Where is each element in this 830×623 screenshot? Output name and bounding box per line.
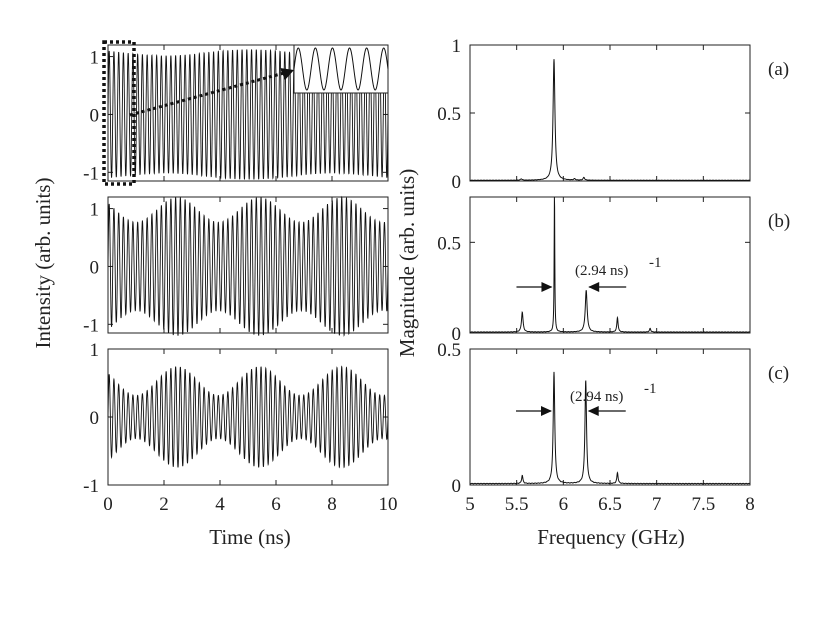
spec-c-ytick-label: 0.5: [437, 340, 461, 361]
time-c-xtick-label: 10: [379, 494, 398, 515]
time-c-ytick-label: -1: [83, 476, 99, 497]
spec-a-ytick-label: 0.5: [437, 104, 461, 125]
frequency-x-axis-label: Frequency (GHz): [537, 525, 685, 549]
spec-a-ytick-label: 0: [452, 172, 462, 193]
spec-c-xtick-label: 6: [559, 494, 569, 515]
time-a-ytick-label: -1: [83, 163, 99, 184]
zoom-arrow-head: [280, 68, 294, 80]
time-a-ytick-label: 0: [90, 105, 100, 126]
spec-a-panel-label: (a): [768, 59, 789, 80]
spec-c-xtick-label: 8: [745, 494, 755, 515]
zoom-window-box: [102, 40, 136, 186]
spec-b-arrow-left-head: [541, 282, 553, 292]
time-b-ytick-label: 1: [90, 200, 100, 221]
time-b-ytick-label: 0: [90, 257, 100, 278]
time-b-trace: [107, 195, 389, 337]
spec-c-xtick-label: 5.5: [505, 494, 529, 515]
spec-a-trace: [469, 59, 751, 181]
spec-b-ytick-label: 0: [452, 324, 462, 345]
time-c-xtick-label: 4: [215, 494, 225, 515]
spec-c-arrow-left-head: [541, 406, 552, 416]
spec-b-ytick-label: 0.5: [437, 233, 461, 254]
spec-b-annotation-exponent: -1: [649, 255, 662, 271]
spec-a-frame: [469, 44, 751, 182]
spec-c-xtick-label: 5: [465, 494, 475, 515]
spec-b-annotation: (2.94 ns): [575, 263, 628, 279]
spec-c-frame: [469, 348, 751, 486]
time-c-ytick-label: 0: [90, 408, 100, 429]
time-a-ytick-label: 1: [90, 48, 100, 69]
inset-trace: [293, 47, 389, 91]
spec-a-ytick-label: 1: [452, 36, 462, 57]
spec-c-xtick-label: 7.5: [691, 494, 715, 515]
time-b-ytick-label: -1: [83, 315, 99, 336]
time-c-xtick-label: 2: [159, 494, 169, 515]
spec-c-trace: [469, 371, 751, 485]
spec-c-ytick-label: 0: [452, 476, 462, 497]
spec-b-panel-label: (b): [768, 211, 790, 232]
spec-c-arrow-right-head: [587, 406, 599, 416]
spec-c-xtick-label: 6.5: [598, 494, 622, 515]
time-c-xtick-label: 6: [271, 494, 281, 515]
spec-b-trace: [469, 196, 751, 333]
spec-c-annotation: (2.94 ns): [570, 389, 623, 405]
left-y-axis-label: Intensity (arb. units): [31, 178, 55, 349]
time-c-xtick-label: 0: [103, 494, 113, 515]
spec-c-xtick-label: 7: [652, 494, 662, 515]
time-c-trace: [107, 365, 389, 469]
spec-b-arrow-right-head: [588, 282, 600, 292]
spec-c-annotation-exponent: -1: [644, 381, 657, 397]
zoom-arrow-shaft: [129, 71, 285, 117]
time-c-ytick-label: 1: [90, 340, 100, 361]
time-x-axis-label: Time (ns): [209, 525, 291, 549]
spec-c-panel-label: (c): [768, 363, 789, 384]
time-c-xtick-label: 8: [327, 494, 337, 515]
inset-frame: [293, 44, 389, 94]
right-y-axis-label: Magnitude (arb. units): [395, 169, 419, 357]
